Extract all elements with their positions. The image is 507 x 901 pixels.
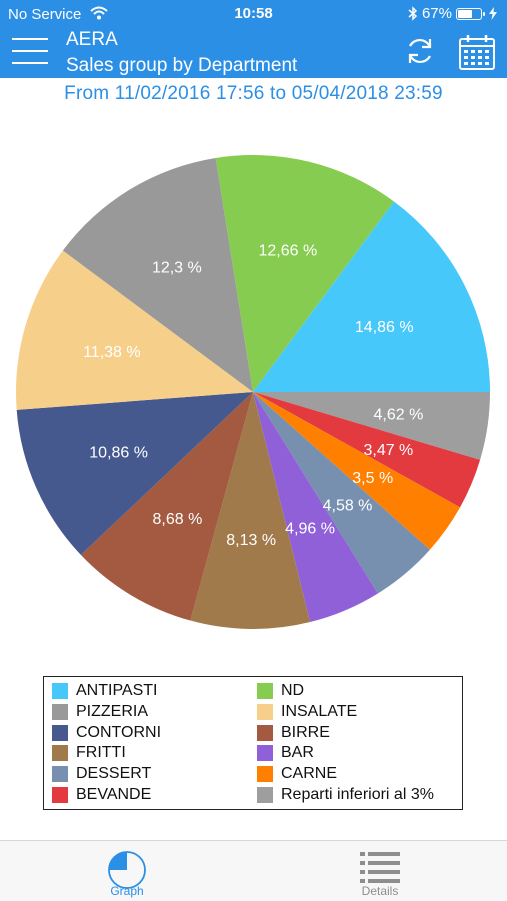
pie-slice-label: 12,3 % [152, 259, 202, 276]
legend-label: Reparti inferiori al 3% [281, 786, 434, 803]
legend-item: ND [257, 681, 304, 701]
legend-label: CONTORNI [76, 723, 162, 741]
legend-label: CARNE [281, 765, 338, 783]
legend-item: PIZZERIA [52, 702, 148, 722]
pie-slice-label: 4,62 % [373, 406, 423, 423]
pie-slice-label: 4,96 % [285, 520, 335, 537]
bluetooth-icon [408, 6, 418, 21]
pie-slice-pizzeria[interactable] [62, 157, 253, 392]
legend-swatch [257, 787, 273, 803]
legend-label: BIRRE [281, 723, 330, 741]
calendar-icon[interactable] [458, 33, 496, 71]
legend-label: FRITTI [76, 744, 126, 762]
tab-graph[interactable]: Graph [67, 841, 187, 901]
legend-swatch [257, 724, 273, 741]
tab-details[interactable]: Details [320, 841, 440, 901]
legend-label: BAR [281, 744, 314, 762]
legend-item: FRITTI [52, 743, 126, 763]
pie-slice-birre[interactable] [80, 392, 253, 621]
menu-button[interactable] [12, 38, 48, 66]
legend-item: CONTORNI [52, 723, 161, 743]
legend-label: INSALATE [281, 702, 358, 720]
hamburger-icon-line [12, 62, 48, 64]
legend-swatch [52, 745, 68, 762]
pie-slice-label: 3,47 % [363, 442, 413, 459]
legend-swatch [257, 766, 273, 783]
legend-swatch [52, 766, 68, 783]
pie-slice-reparti-inferiori-al-3-[interactable] [253, 392, 490, 460]
battery-fill [458, 9, 473, 18]
battery-percent: 67% [421, 5, 452, 22]
app-title: AERA [66, 29, 118, 50]
legend-item: BIRRE [257, 723, 330, 743]
pie-slice-label: 4,58 % [323, 498, 373, 515]
pie-slice-carne[interactable] [253, 392, 461, 550]
tab-details-label: Details [361, 884, 399, 898]
legend-item: INSALATE [257, 702, 357, 722]
pie-slice-antipasti[interactable] [253, 201, 490, 392]
legend-label: DESSERT [76, 765, 152, 783]
chart-legend: ANTIPASTI ND PIZZERIA INSALATE CONTORNI BIRRE… [43, 676, 463, 810]
pie-slice-insalate[interactable] [15, 250, 253, 410]
hamburger-icon-line [12, 50, 48, 52]
legend-label: ANTIPASTI [76, 682, 158, 699]
pie-slice-label: 12,66 % [258, 242, 317, 259]
pie-slice-label: 3,5 % [352, 470, 393, 487]
pie-slice-dessert[interactable] [253, 392, 430, 594]
pie-slice-label: 8,13 % [226, 532, 276, 549]
pie-chart: 4,62 % 3,47 % 3,5 % 4,58 % 4,96 % 8,13 % 8,68 … [15, 155, 490, 629]
date-range-label: From 11/02/2016 17:56 to 05/04/2018 23:5… [64, 83, 443, 104]
tab-bar: Graph Details [0, 840, 507, 901]
pie-slice-contorni[interactable] [16, 392, 253, 555]
page-title: Sales group by Department [66, 55, 298, 76]
pie-slice-label: 14,86 % [355, 319, 414, 336]
status-left: No Service [8, 6, 108, 23]
carrier-label: No Service [8, 6, 82, 23]
legend-swatch [257, 745, 273, 762]
pie-chart-tab-icon [108, 851, 146, 889]
pie-slice-nd[interactable] [215, 155, 394, 392]
legend-swatch [257, 703, 273, 720]
app-header: No Service 10:58 67% AERA Sales group by… [0, 0, 507, 78]
status-bar: No Service 10:58 67% [0, 0, 507, 28]
legend-item: ANTIPASTI [52, 681, 158, 701]
pie-slice-fritti[interactable] [190, 392, 311, 629]
legend-swatch [257, 683, 273, 699]
hamburger-icon-line [12, 38, 48, 40]
legend-swatch [52, 703, 68, 720]
battery-icon [456, 7, 485, 20]
legend-item: BEVANDE [52, 785, 151, 805]
legend-label: ND [281, 682, 305, 699]
charging-icon [489, 7, 497, 20]
legend-label: PIZZERIA [76, 702, 149, 720]
legend-item: DESSERT [52, 764, 151, 784]
status-right: 67% [408, 5, 497, 22]
legend-item: Reparti inferiori al 3% [257, 785, 434, 805]
status-time: 10:58 [234, 5, 273, 22]
pie-slice-bar[interactable] [253, 392, 378, 623]
legend-label: BEVANDE [76, 786, 152, 803]
pie-slice-bevande[interactable] [253, 392, 481, 508]
legend-swatch [52, 787, 68, 803]
refresh-icon[interactable] [404, 35, 436, 67]
wifi-icon [89, 6, 108, 20]
tab-graph-label: Graph [110, 884, 144, 898]
legend-item: BAR [257, 743, 314, 763]
legend-swatch [52, 683, 68, 699]
pie-slice-label: 8,68 % [153, 511, 203, 528]
legend-item: CARNE [257, 764, 337, 784]
legend-swatch [52, 724, 68, 741]
pie-slice-label: 10,86 % [89, 444, 148, 461]
pie-slice-label: 11,38 % [83, 344, 141, 361]
list-icon [360, 852, 400, 883]
